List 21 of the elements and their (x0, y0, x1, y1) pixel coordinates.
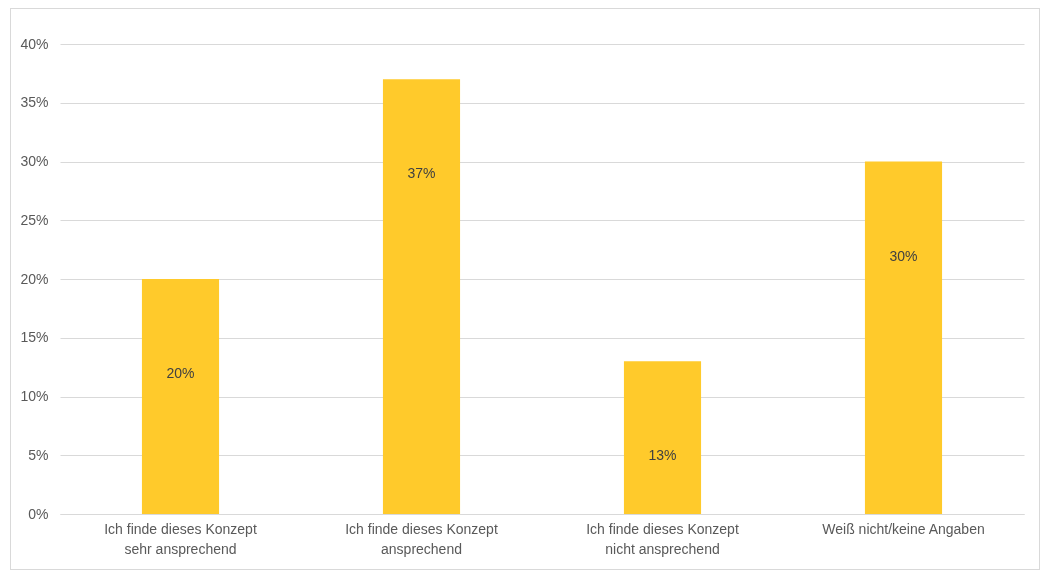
y-tick-label: 20% (20, 270, 49, 287)
y-tick-label: 15% (20, 329, 49, 346)
bar (623, 361, 702, 514)
y-tick-label: 40% (20, 35, 49, 52)
x-tick-label: Ich finde dieses Konzept nicht ansprechend (586, 520, 739, 557)
x-tick-label: Ich finde dieses Konzept ansprechend (345, 520, 498, 557)
y-tick-label: 5% (28, 446, 49, 463)
x-tick-label: Ich finde dieses Konzept sehr ansprechend (104, 520, 257, 557)
bar (864, 161, 943, 514)
data-label: 37% (407, 165, 436, 182)
y-tick-label: 10% (20, 388, 49, 404)
y-tick-label: 30% (20, 153, 49, 169)
x-tick-label: Weiß nicht/keine Angaben (822, 520, 985, 537)
y-tick-label: 35% (20, 94, 49, 111)
data-label: 30% (889, 247, 918, 264)
y-tick-label: 25% (20, 211, 49, 228)
y-tick-label: 0% (28, 505, 49, 522)
data-label: 20% (166, 365, 195, 381)
data-label: 13% (648, 447, 677, 464)
bar (382, 79, 461, 514)
bar (141, 279, 220, 514)
